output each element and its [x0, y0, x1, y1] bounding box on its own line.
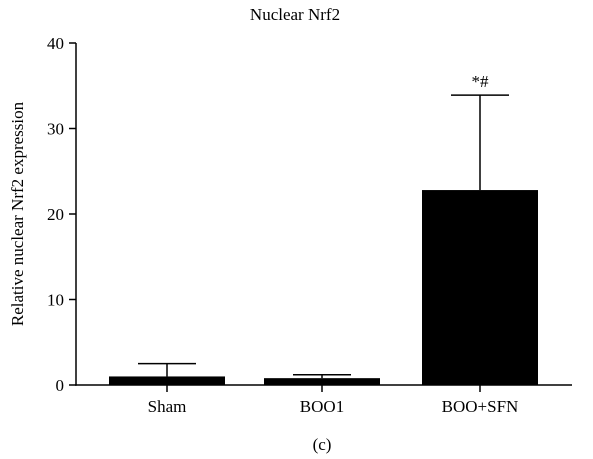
x-axis-ticks: Sham BOO1 BOO+SFN: [148, 385, 519, 416]
bars: *#: [109, 72, 538, 385]
panel-label: (c): [313, 435, 332, 454]
x-tick-label: Sham: [148, 397, 187, 416]
y-tick-label: 40: [47, 34, 64, 53]
chart-title: Nuclear Nrf2: [250, 5, 340, 24]
significance-annotation: *#: [472, 72, 490, 91]
x-tick-label: BOO+SFN: [442, 397, 519, 416]
y-axis-label: Relative nuclear Nrf2 expression: [8, 101, 27, 326]
y-tick-label: 0: [56, 376, 65, 395]
y-tick-label: 30: [47, 120, 64, 139]
bar-boo1: [264, 378, 380, 385]
y-axis-ticks: 0 10 20 30 40: [47, 34, 76, 395]
y-tick-label: 20: [47, 205, 64, 224]
y-tick-label: 10: [47, 291, 64, 310]
bar-boo-sfn: [422, 190, 538, 385]
x-tick-label: BOO1: [300, 397, 344, 416]
bar-sham: [109, 376, 225, 385]
